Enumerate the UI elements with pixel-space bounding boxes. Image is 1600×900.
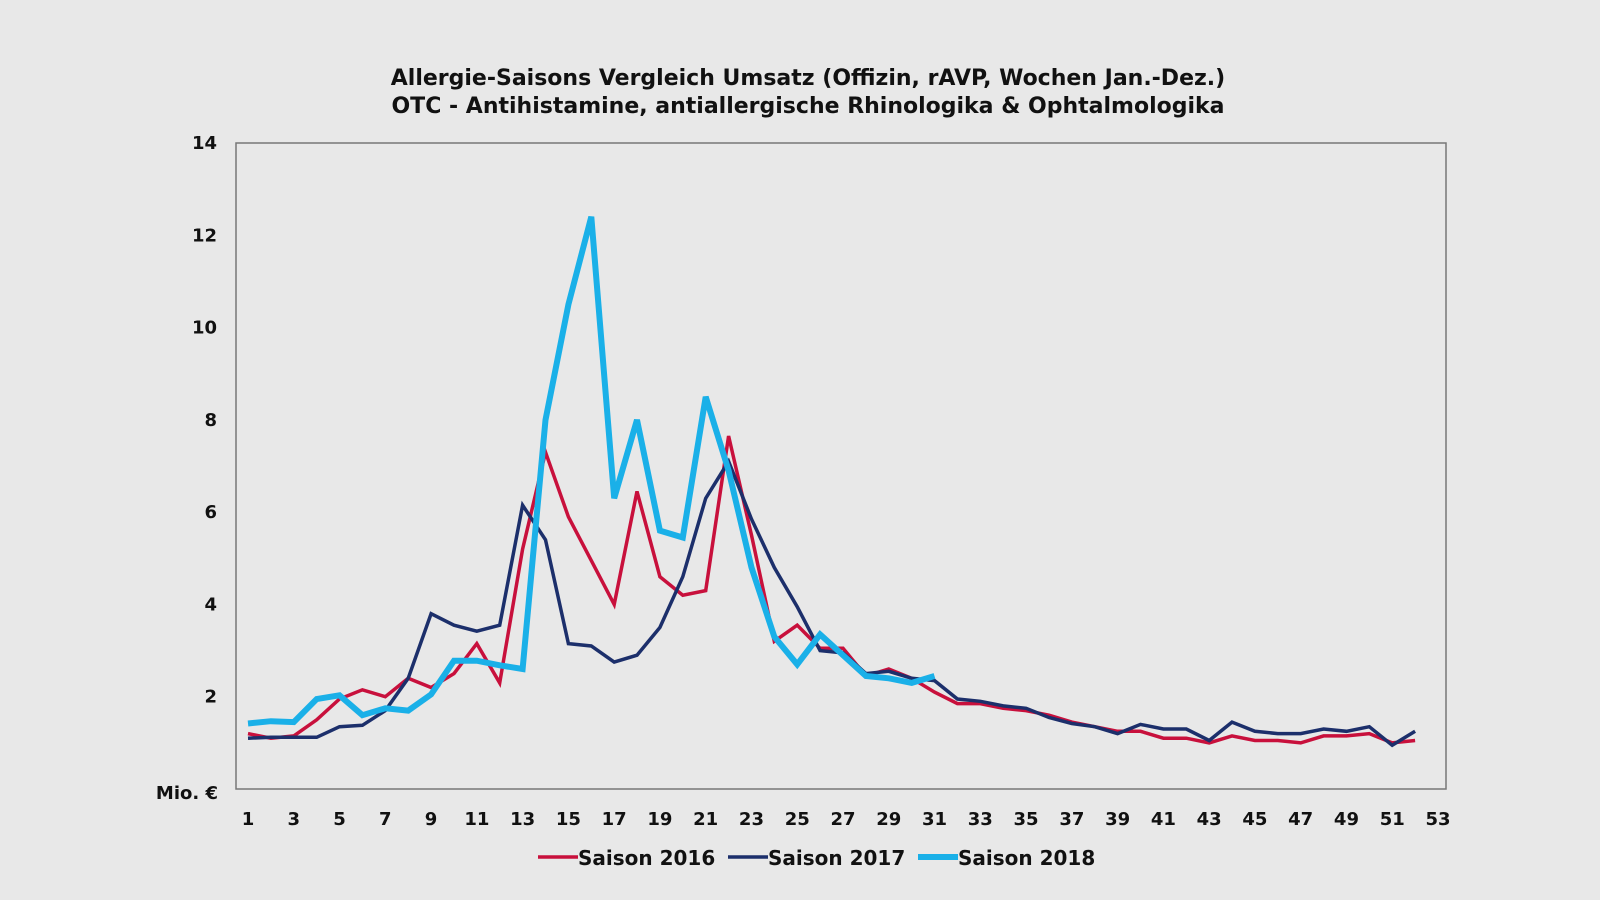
x-tick-label: 17 — [602, 809, 627, 830]
x-tick-label: 53 — [1425, 809, 1450, 830]
x-tick-label: 37 — [1059, 809, 1084, 830]
y-tick-label: 6 — [204, 502, 217, 523]
y-axis-ticks: 2 4 6 8 10 12 14 — [192, 133, 217, 708]
x-tick-label: 31 — [922, 809, 947, 830]
x-tick-label: 15 — [556, 809, 581, 830]
x-tick-label: 47 — [1288, 809, 1313, 830]
x-tick-label: 41 — [1151, 809, 1176, 830]
series-line-saison-2017 — [247, 457, 1417, 748]
x-tick-label: 25 — [785, 809, 810, 830]
x-tick-label: 9 — [425, 809, 438, 830]
y-tick-label: 4 — [204, 594, 217, 615]
x-tick-label: 45 — [1242, 809, 1267, 830]
x-tick-label: 11 — [464, 809, 489, 830]
plot-area-frame — [235, 142, 1447, 790]
x-tick-label: 33 — [968, 809, 993, 830]
x-tick-label: 19 — [647, 809, 672, 830]
x-tick-label: 3 — [288, 809, 301, 830]
x-tick-label: 1 — [242, 809, 255, 830]
legend-label: Saison 2016 — [578, 846, 715, 870]
y-tick-label: 14 — [192, 133, 217, 154]
y-tick-label: 8 — [204, 410, 217, 431]
x-tick-label: 29 — [876, 809, 901, 830]
series-line-saison-2018 — [247, 216, 936, 727]
chart-title: Allergie-Saisons Vergleich Umsatz (Offiz… — [391, 66, 1225, 91]
x-tick-label: 23 — [739, 809, 764, 830]
x-tick-label: 27 — [830, 809, 855, 830]
x-axis-ticks: 1 3 5 7 9 11 13 15 17 19 21 23 25 27 29 31 33 35 37 39 41 43 4… — [242, 809, 1451, 830]
y-tick-label: 2 — [204, 687, 217, 708]
y-axis-unit-label: Mio. € — [156, 783, 218, 804]
chart-subtitle: OTC - Antihistamine, antiallergische Rhi… — [391, 94, 1224, 119]
x-tick-label: 43 — [1197, 809, 1222, 830]
x-tick-label: 49 — [1334, 809, 1359, 830]
x-tick-label: 7 — [379, 809, 392, 830]
legend: Saison 2016 Saison 2017 Saison 2018 — [538, 846, 1095, 870]
legend-label: Saison 2018 — [958, 846, 1095, 870]
y-tick-label: 12 — [192, 225, 217, 246]
y-tick-label: 10 — [192, 318, 217, 339]
x-tick-label: 35 — [1014, 809, 1039, 830]
series-lines — [247, 216, 1417, 748]
legend-label: Saison 2017 — [768, 846, 905, 870]
x-tick-label: 13 — [510, 809, 535, 830]
x-tick-label: 5 — [333, 809, 346, 830]
x-tick-label: 51 — [1380, 809, 1405, 830]
x-tick-label: 21 — [693, 809, 718, 830]
x-tick-label: 39 — [1105, 809, 1130, 830]
